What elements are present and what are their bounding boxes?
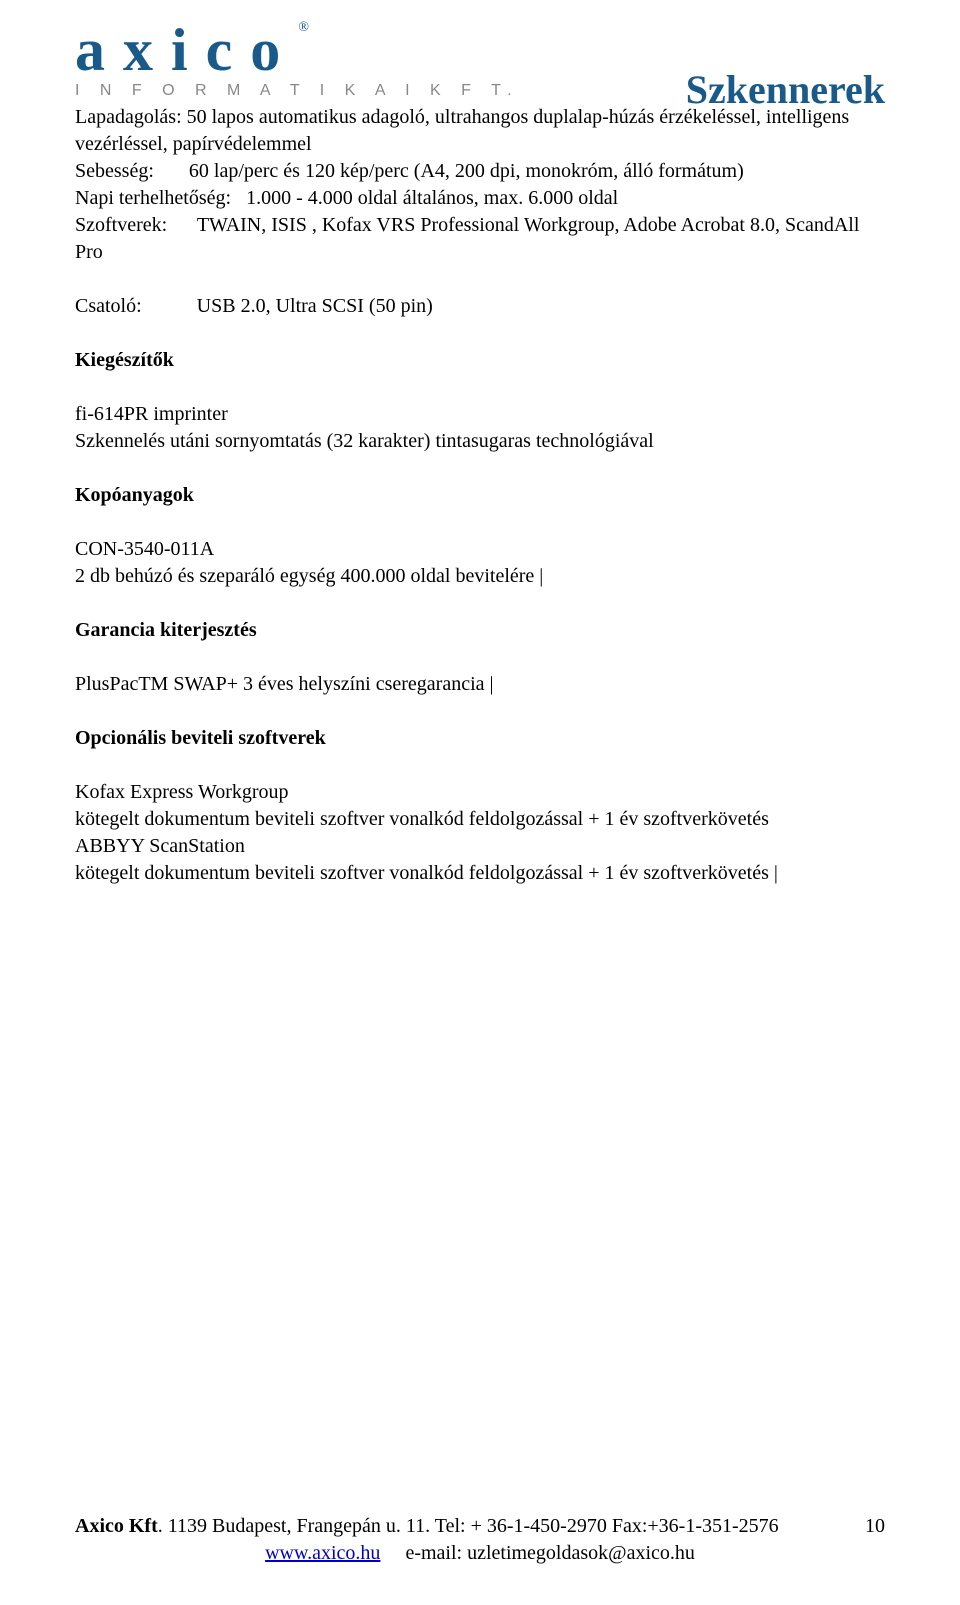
consumable-name: CON-3540-011A bbox=[75, 536, 885, 563]
accessory-desc: Szkennelés utáni sornyomtatás (32 karakt… bbox=[75, 428, 885, 455]
warranty-line: PlusPacTM SWAP+ 3 éves helyszíni cserega… bbox=[75, 671, 885, 698]
spec-value: 50 lapos automatikus adagoló, ultrahango… bbox=[75, 106, 849, 155]
spec-value: 60 lap/perc és 120 kép/perc (A4, 200 dpi… bbox=[154, 160, 744, 182]
spec-label: Csatoló: bbox=[75, 295, 142, 317]
software-desc: kötegelt dokumentum beviteli szoftver vo… bbox=[75, 860, 885, 887]
spec-label: Lapadagolás: bbox=[75, 106, 182, 128]
spec-label: Napi terhelhetőség: bbox=[75, 187, 231, 209]
footer-line1: Axico Kft. 1139 Budapest, Frangepán u. 1… bbox=[75, 1513, 779, 1540]
heading-kiegeszitok: Kiegészítők bbox=[75, 347, 885, 374]
consumable-desc: 2 db behúzó és szeparáló egység 400.000 … bbox=[75, 563, 885, 590]
content: Lapadagolás: 50 lapos automatikus adagol… bbox=[75, 104, 885, 887]
footer-address: . 1139 Budapest, Frangepán u. 11. Tel: +… bbox=[158, 1515, 779, 1537]
footer-email: e-mail: uzletimegoldasok@axico.hu bbox=[380, 1542, 694, 1564]
spec-sebesseg: Sebesség: 60 lap/perc és 120 kép/perc (A… bbox=[75, 158, 885, 185]
spec-value: 1.000 - 4.000 oldal általános, max. 6.00… bbox=[231, 187, 618, 209]
spec-csatolo: Csatoló: USB 2.0, Ultra SCSI (50 pin) bbox=[75, 293, 885, 320]
spec-napi: Napi terhelhetőség: 1.000 - 4.000 oldal … bbox=[75, 185, 885, 212]
footer-link[interactable]: www.axico.hu bbox=[265, 1542, 380, 1564]
spec-value: USB 2.0, Ultra SCSI (50 pin) bbox=[142, 295, 433, 317]
heading-opcionalis: Opcionális beviteli szoftverek bbox=[75, 725, 885, 752]
spec-label: Sebesség: bbox=[75, 160, 154, 182]
footer-line2: www.axico.hu e-mail: uzletimegoldasok@ax… bbox=[75, 1540, 885, 1567]
accessory-name: fi-614PR imprinter bbox=[75, 401, 885, 428]
heading-garancia: Garancia kiterjesztés bbox=[75, 617, 885, 644]
footer-company: Axico Kft bbox=[75, 1515, 158, 1537]
page-title: Szkennerek bbox=[686, 66, 885, 113]
page-number: 10 bbox=[865, 1513, 885, 1540]
spec-label: Szoftverek: bbox=[75, 214, 167, 236]
logo-main: axico bbox=[75, 20, 298, 80]
footer: Axico Kft. 1139 Budapest, Frangepán u. 1… bbox=[75, 1513, 885, 1567]
software-name: Kofax Express Workgroup bbox=[75, 779, 885, 806]
software-desc: kötegelt dokumentum beviteli szoftver vo… bbox=[75, 806, 885, 833]
spec-szoftverek: Szoftverek: TWAIN, ISIS , Kofax VRS Prof… bbox=[75, 212, 885, 266]
software-name: ABBYY ScanStation bbox=[75, 833, 885, 860]
logo-reg: ® bbox=[298, 20, 309, 35]
heading-kopoanyagok: Kopóanyagok bbox=[75, 482, 885, 509]
spec-value: TWAIN, ISIS , Kofax VRS Professional Wor… bbox=[75, 214, 864, 263]
